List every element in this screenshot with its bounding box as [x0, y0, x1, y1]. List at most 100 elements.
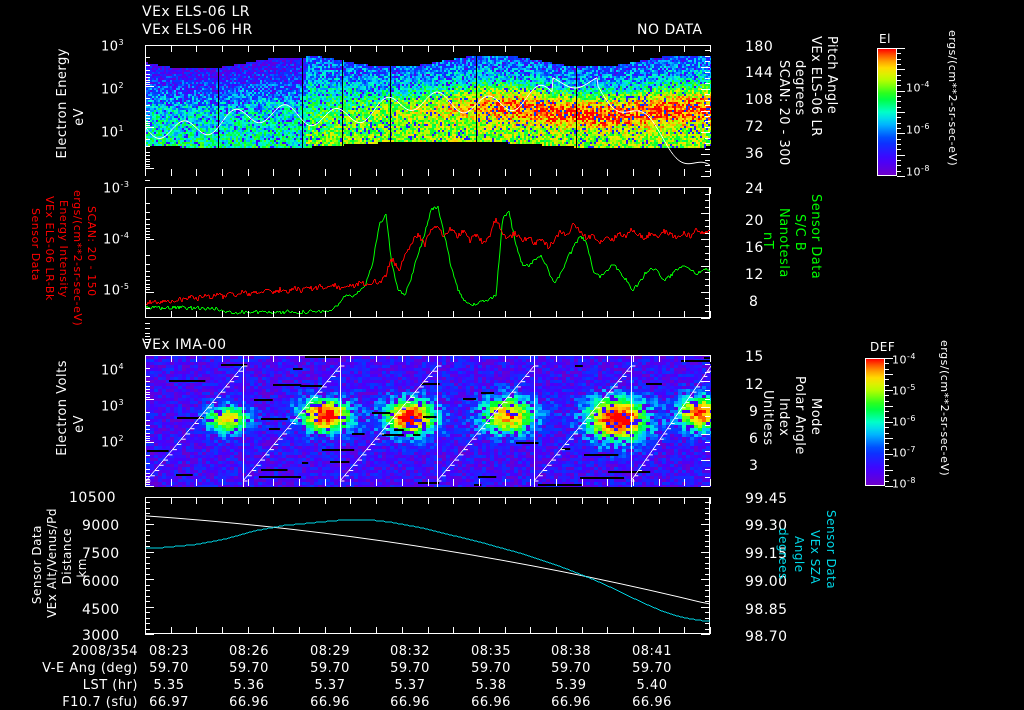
tick-mark	[556, 497, 557, 504]
tick-mark	[659, 497, 660, 504]
tick-mark	[530, 355, 531, 362]
tick-mark	[479, 311, 480, 318]
tick-mark	[705, 601, 710, 602]
tick-mark	[885, 486, 893, 487]
tick-mark	[684, 311, 685, 318]
footer-cell: 08:23	[149, 644, 189, 659]
tick-mark	[897, 155, 905, 156]
tick-mark	[145, 159, 150, 160]
panel4-left-label-quantity: VEx Alt/Venus/Pd	[45, 508, 59, 619]
tick-mark	[145, 442, 154, 443]
footer-cell: 59.70	[632, 661, 672, 676]
tick-mark	[705, 116, 710, 117]
tick-mark	[145, 224, 150, 225]
tick-mark	[705, 629, 710, 630]
tick-mark	[705, 590, 710, 591]
tick-mark	[897, 91, 905, 92]
tick-mark	[145, 612, 150, 613]
tick-mark	[701, 524, 710, 525]
tick-mark	[705, 451, 710, 452]
panel1-y-axis-units: eV	[72, 108, 87, 126]
tick-mark	[705, 563, 710, 564]
tick-mark	[145, 86, 154, 87]
tick-mark	[145, 585, 150, 586]
tick-mark	[145, 169, 146, 176]
tick-mark	[325, 45, 326, 52]
footer-cell: 5.37	[394, 678, 426, 693]
tick-mark	[145, 65, 150, 66]
tick-mark	[145, 601, 150, 602]
tick-mark	[325, 627, 326, 634]
tick-mark	[273, 479, 274, 486]
tick-mark	[402, 311, 403, 318]
panel4-right-label-units: degrees	[776, 528, 790, 580]
tick-mark	[453, 169, 454, 176]
tick-mark	[530, 169, 531, 176]
tick-mark	[705, 541, 710, 542]
panel4-left-tick-label-5: 3000	[82, 628, 120, 644]
panel3-polar-angle-trace	[146, 356, 711, 487]
tick-mark	[248, 187, 249, 194]
tick-mark	[705, 311, 710, 312]
tick-mark	[705, 200, 710, 201]
tick-mark	[701, 89, 710, 90]
tick-mark	[710, 627, 711, 634]
tick-mark	[145, 166, 150, 167]
tick-mark	[453, 355, 454, 362]
tick-mark	[705, 50, 710, 51]
tick-mark	[299, 187, 300, 194]
tick-mark	[145, 541, 150, 542]
tick-mark	[171, 187, 172, 194]
footer-cell: 66.96	[471, 695, 511, 710]
tick-mark	[428, 497, 429, 504]
tick-mark	[582, 355, 583, 362]
tick-mark	[222, 45, 223, 52]
tick-mark	[505, 355, 506, 362]
tick-mark	[145, 502, 150, 503]
footer-cell: 08:32	[390, 644, 430, 659]
tick-mark	[350, 187, 351, 194]
tick-mark	[145, 381, 150, 382]
tick-mark	[607, 497, 608, 504]
footer-cell: 5.37	[314, 678, 346, 693]
tick-mark	[705, 61, 710, 62]
tick-mark	[607, 627, 608, 634]
tick-mark	[376, 187, 377, 194]
tick-mark	[145, 355, 146, 362]
tick-mark	[453, 45, 454, 52]
tick-mark	[145, 436, 150, 437]
panel4-right-tick-label-0: 99.45	[745, 491, 788, 507]
tick-mark	[705, 127, 710, 128]
tick-mark	[582, 45, 583, 52]
tick-mark	[196, 311, 197, 318]
tick-mark	[885, 385, 889, 386]
tick-mark	[582, 187, 583, 194]
tick-mark	[705, 285, 710, 286]
tick-mark	[607, 187, 608, 194]
tick-mark	[582, 311, 583, 318]
tick-mark	[705, 535, 710, 536]
tick-mark	[145, 513, 150, 514]
tick-mark	[701, 111, 710, 112]
tick-mark	[556, 311, 557, 318]
tick-mark	[350, 45, 351, 52]
tick-mark	[530, 187, 531, 194]
footer-cell: 08:35	[471, 644, 511, 659]
tick-mark	[376, 311, 377, 318]
tick-mark	[505, 45, 506, 52]
tick-mark	[428, 479, 429, 486]
panel4-right-label-sensor-data: Sensor Data	[824, 510, 838, 590]
tick-mark	[145, 568, 150, 569]
tick-mark	[705, 194, 710, 195]
tick-mark	[273, 311, 274, 318]
tick-mark	[530, 479, 531, 486]
tick-mark	[145, 607, 154, 608]
panel3-right-label-index: Index	[776, 398, 791, 437]
tick-mark	[145, 429, 150, 430]
tick-mark	[556, 169, 557, 176]
footer-cell: 59.70	[149, 661, 189, 676]
footer-row-label: F10.7 (sfu)	[62, 695, 138, 710]
tick-mark	[479, 169, 480, 176]
tick-mark	[705, 546, 710, 547]
tick-mark	[145, 187, 146, 194]
